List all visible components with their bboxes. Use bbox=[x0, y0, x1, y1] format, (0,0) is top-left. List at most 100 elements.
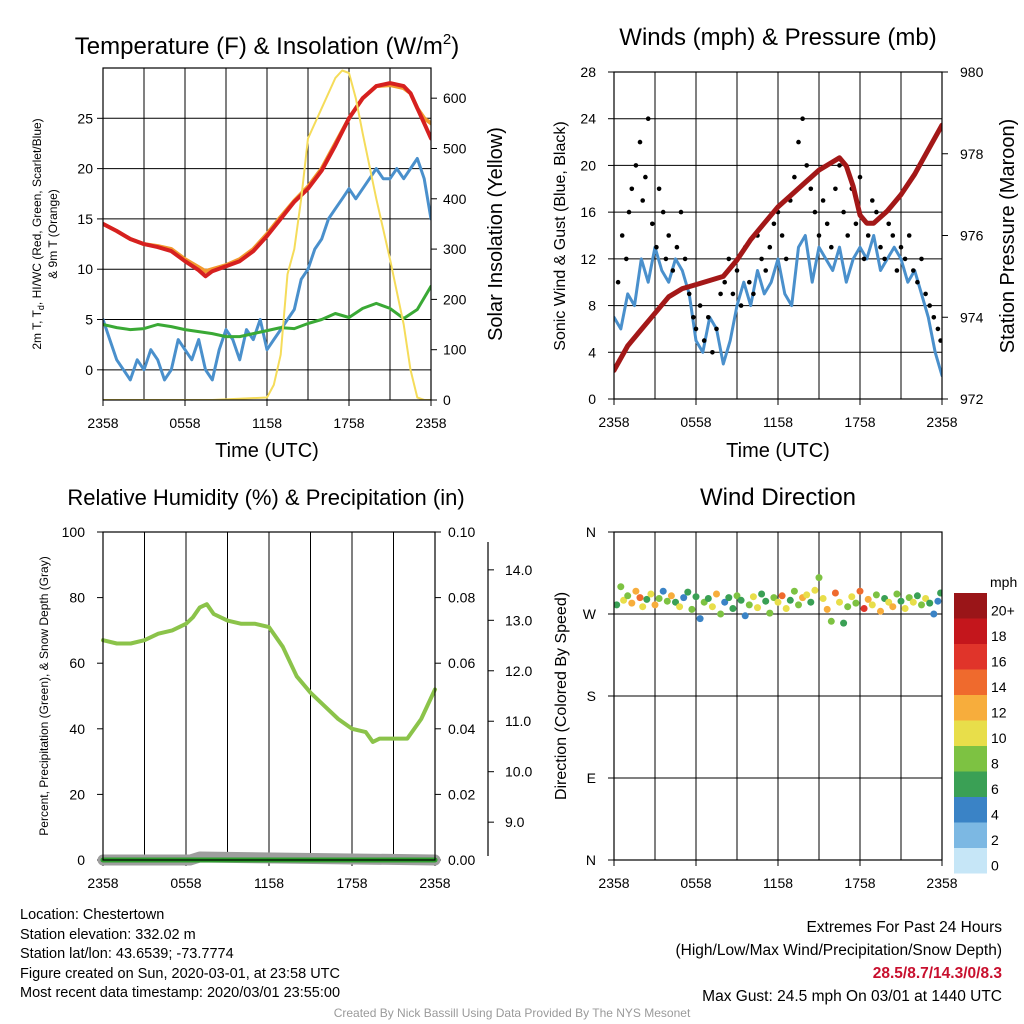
direction-point bbox=[647, 590, 655, 598]
gust-point bbox=[861, 256, 867, 262]
direction-point bbox=[624, 592, 632, 600]
gust-point bbox=[853, 221, 859, 227]
gust-point bbox=[629, 186, 635, 192]
y-tick-label: N bbox=[586, 524, 596, 540]
direction-point bbox=[659, 587, 667, 595]
x-tick-label: 0558 bbox=[170, 875, 201, 891]
x-tick-label: 0558 bbox=[680, 875, 711, 891]
x-tick-label: 1758 bbox=[844, 875, 875, 891]
direction-point bbox=[790, 587, 798, 595]
extremes-values: 28.5/8.7/14.3/0/8.3 bbox=[872, 965, 1002, 982]
y-tick-label: 0 bbox=[77, 852, 85, 868]
y2-tick-label: 0.08 bbox=[448, 590, 475, 606]
legend-swatch bbox=[954, 644, 987, 670]
gust-point bbox=[919, 256, 924, 262]
direction-point bbox=[680, 594, 688, 602]
gust-point bbox=[718, 291, 723, 297]
gust-point bbox=[619, 233, 625, 238]
legend-label: 0 bbox=[991, 858, 999, 874]
chart-title-end: ) bbox=[451, 33, 459, 60]
gust-point bbox=[779, 233, 785, 238]
legend-label: 18 bbox=[991, 628, 1007, 644]
direction-point bbox=[913, 592, 921, 600]
gust-point bbox=[911, 268, 916, 273]
gust-point bbox=[923, 291, 928, 297]
y-tick-label: 5 bbox=[85, 312, 93, 328]
y-axis-label-part: , HI/WC (Red, Green, Scarlet/Blue) bbox=[30, 118, 44, 305]
plot-border bbox=[102, 531, 436, 861]
gust-point bbox=[650, 221, 655, 227]
x-tick-label: 2358 bbox=[87, 875, 118, 891]
direction-point bbox=[836, 598, 843, 606]
gust-point bbox=[833, 186, 838, 192]
x-tick-label: 2358 bbox=[419, 875, 450, 891]
x-tick-label: 2358 bbox=[926, 875, 957, 891]
y2-tick-label: 980 bbox=[960, 64, 984, 80]
gust-point bbox=[829, 244, 834, 250]
plot-border bbox=[613, 531, 943, 861]
gust-point bbox=[751, 291, 756, 297]
direction-point bbox=[897, 597, 905, 605]
y2-tick-label: 978 bbox=[960, 146, 984, 162]
chart-title: Relative Humidity (%) & Precipitation (i… bbox=[67, 485, 464, 510]
direction-point bbox=[909, 598, 917, 606]
x-tick-label: 1758 bbox=[333, 415, 364, 431]
y2-tick-label: 0.06 bbox=[448, 655, 475, 671]
y2-tick-label: 0.04 bbox=[448, 721, 475, 737]
gust-point bbox=[812, 209, 818, 215]
gust-point bbox=[938, 338, 942, 343]
gust-point bbox=[837, 163, 842, 168]
y-tick-label: 0 bbox=[588, 391, 596, 407]
gust-point bbox=[640, 198, 645, 203]
direction-point bbox=[708, 603, 716, 611]
gust-point bbox=[915, 279, 920, 285]
y-tick-label: W bbox=[583, 606, 597, 622]
direction-point bbox=[655, 595, 663, 602]
direction-point bbox=[918, 601, 925, 609]
x-tick-label: 1758 bbox=[336, 875, 367, 891]
direction-point bbox=[762, 597, 770, 605]
gust-point bbox=[701, 338, 707, 343]
x-tick-label: 1158 bbox=[252, 415, 282, 431]
gust-point bbox=[800, 116, 805, 121]
figure-created: Figure created on Sun, 2020-03-01, at 23… bbox=[20, 965, 340, 982]
chart-title: Winds (mph) & Pressure (mb) bbox=[619, 24, 936, 51]
gust-point bbox=[890, 233, 896, 238]
gust-point bbox=[841, 209, 846, 215]
gust-point bbox=[637, 139, 643, 145]
gust-point bbox=[654, 244, 659, 250]
direction-point bbox=[926, 599, 934, 607]
gust-point bbox=[645, 116, 651, 121]
gust-point bbox=[763, 268, 768, 273]
y-tick-label: 20 bbox=[580, 157, 596, 173]
gust-point bbox=[682, 256, 688, 262]
y-tick-label: 25 bbox=[77, 110, 93, 126]
legend-label: 14 bbox=[991, 679, 1007, 695]
gust-point bbox=[767, 244, 773, 250]
gust-point bbox=[666, 233, 671, 238]
gust-point bbox=[615, 279, 621, 285]
gust-point bbox=[796, 139, 801, 145]
series-dewpoint bbox=[103, 284, 431, 339]
direction-point bbox=[807, 598, 815, 606]
direction-point bbox=[643, 595, 651, 603]
y-tick-label: 60 bbox=[69, 655, 85, 671]
direction-point bbox=[852, 599, 860, 607]
legend-label: 6 bbox=[991, 781, 999, 797]
gust-point bbox=[706, 315, 711, 320]
direction-point bbox=[632, 587, 640, 595]
gust-point bbox=[656, 186, 662, 192]
direction-point bbox=[831, 589, 839, 597]
legend-swatch bbox=[954, 771, 987, 797]
direction-point bbox=[667, 592, 675, 600]
direction-point bbox=[811, 586, 819, 594]
direction-point bbox=[636, 594, 644, 602]
y2-tick-label: 600 bbox=[443, 90, 467, 106]
gust-point bbox=[804, 163, 809, 168]
gust-point bbox=[935, 326, 941, 332]
y2-tick-label: 0.02 bbox=[448, 786, 475, 802]
direction-point bbox=[848, 593, 856, 601]
direction-point bbox=[864, 595, 872, 603]
station-latlon: Station lat/lon: 43.6539; -73.7774 bbox=[20, 946, 234, 962]
